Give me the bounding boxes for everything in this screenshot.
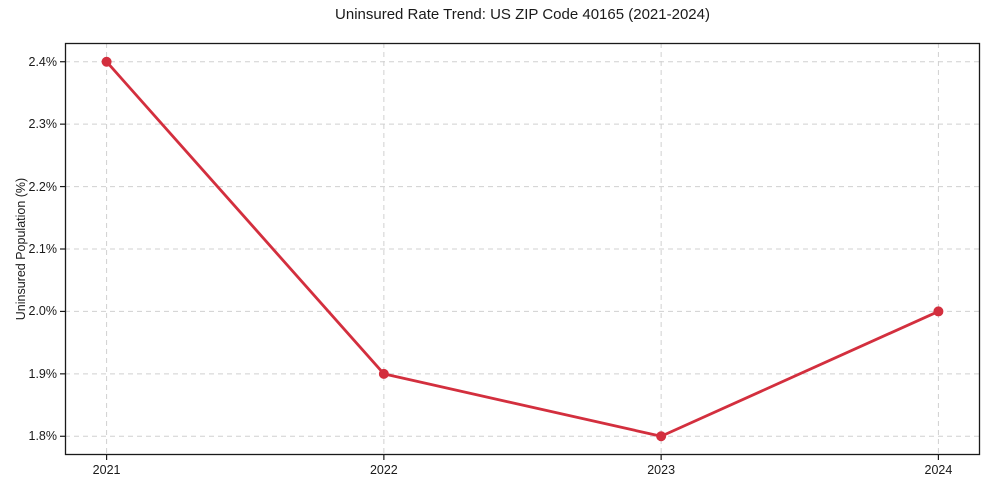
data-point (933, 306, 944, 317)
y-tick-label: 1.9% (28, 366, 58, 381)
y-tick-label: 2.4% (28, 54, 58, 69)
y-tick-label: 2.0% (28, 304, 58, 319)
plot-area (60, 42, 981, 460)
y-tick-label: 1.8% (28, 429, 58, 444)
y-tick-label: 2.2% (28, 179, 58, 194)
line-chart-canvas (60, 42, 981, 460)
y-tick-label: 2.1% (28, 242, 58, 256)
x-tick-label: 2021 (92, 463, 121, 477)
x-tick-label: 2023 (647, 463, 676, 477)
plot-frame (64, 42, 981, 456)
trend-line (105, 60, 940, 438)
data-point (378, 368, 389, 379)
data-point (101, 56, 112, 67)
x-tick-label: 2024 (924, 463, 953, 477)
y-tick-label: 2.3% (28, 117, 58, 132)
x-tick-label: 2022 (369, 463, 398, 477)
chart-title: Uninsured Rate Trend: US ZIP Code 40165 … (335, 6, 710, 23)
data-point (656, 431, 667, 442)
